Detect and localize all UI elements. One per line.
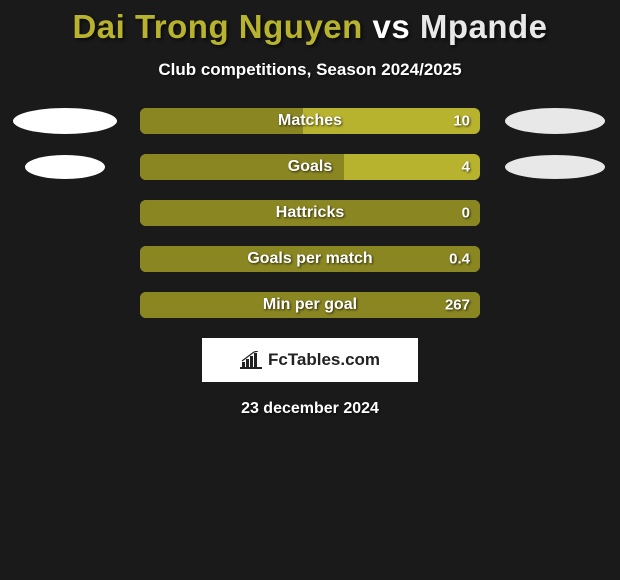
- stats-container: Matches 10 Goals 4 Hattricks 0 Goals per match…: [0, 108, 620, 318]
- stat-bar: Goals per match 0.4: [140, 246, 480, 272]
- title-part: Dai Trong Nguyen: [72, 8, 362, 45]
- stat-value: 4: [462, 159, 470, 176]
- bar-chart-icon: [240, 351, 262, 369]
- stat-value: 10: [453, 113, 470, 130]
- stat-value: 0.4: [449, 251, 470, 268]
- stat-value: 0: [462, 205, 470, 222]
- stat-value: 267: [445, 297, 470, 314]
- right-ellipse: [505, 108, 605, 134]
- stat-bar: Min per goal 267: [140, 292, 480, 318]
- stat-bar: Goals 4: [140, 154, 480, 180]
- stat-label: Goals per match: [247, 250, 372, 268]
- date-text: 23 december 2024: [0, 400, 620, 418]
- stat-label: Goals: [288, 158, 332, 176]
- stat-bar: Hattricks 0: [140, 200, 480, 226]
- stat-label: Hattricks: [276, 204, 344, 222]
- right-ellipse: [505, 155, 605, 179]
- page-title: Dai Trong Nguyen vs Mpande: [0, 0, 620, 46]
- stat-label: Min per goal: [263, 296, 357, 314]
- title-part: Mpande: [420, 8, 548, 45]
- stat-row: Goals 4: [10, 154, 610, 180]
- brand-text: FcTables.com: [268, 350, 380, 370]
- left-ellipse: [25, 155, 105, 179]
- stat-row: Matches 10: [10, 108, 610, 134]
- left-ellipse: [13, 108, 117, 134]
- brand-badge: FcTables.com: [202, 338, 418, 382]
- stat-bar: Matches 10: [140, 108, 480, 134]
- title-part: vs: [363, 8, 420, 45]
- stat-row: Hattricks 0: [10, 200, 610, 226]
- stat-row: Min per goal 267: [10, 292, 610, 318]
- stat-row: Goals per match 0.4: [10, 246, 610, 272]
- subtitle: Club competitions, Season 2024/2025: [0, 60, 620, 80]
- stat-label: Matches: [278, 112, 342, 130]
